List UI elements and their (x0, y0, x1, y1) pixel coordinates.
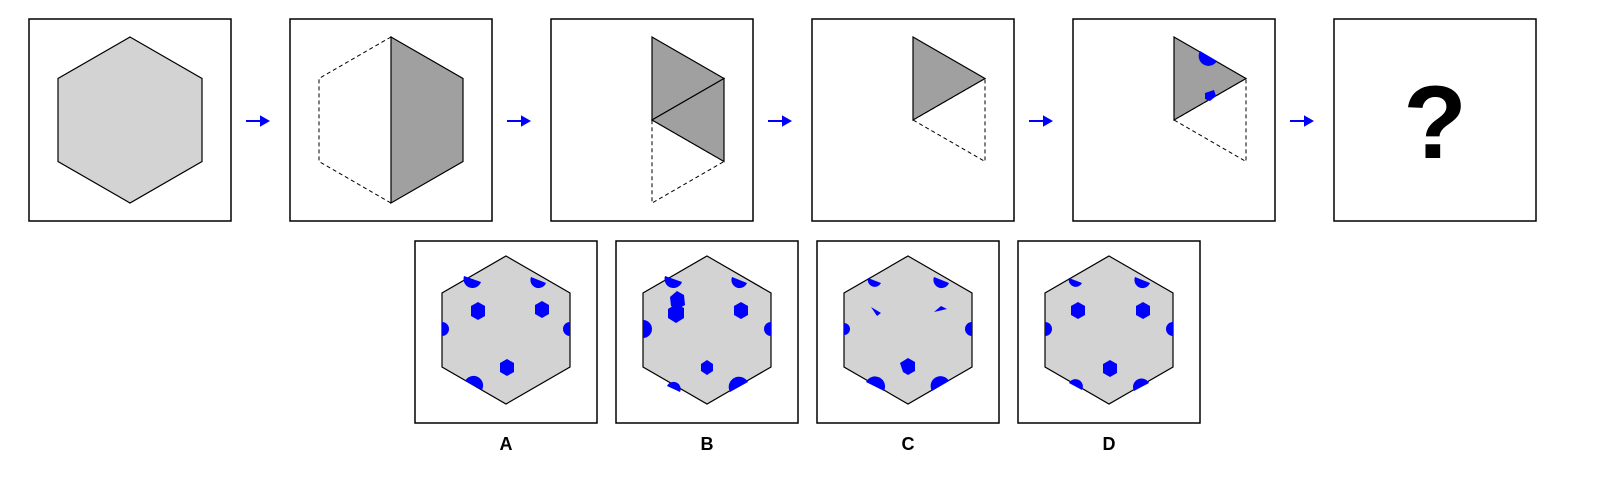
option-b-hole-top-left (664, 276, 682, 289)
option-d-hole-hex-bottom (1103, 360, 1117, 377)
option-b-hole-hex-upper (670, 291, 685, 309)
folded-triangle (912, 35, 987, 122)
option-c-label[interactable]: C (902, 434, 915, 454)
option-b-hole-left (643, 320, 652, 338)
option-b-hole-bottom-left (667, 381, 681, 392)
folded-middle-triangle (650, 77, 725, 163)
option-d-hole-right (1166, 322, 1173, 336)
option-a-hexagon (441, 255, 571, 405)
option-d-hole-bottom-right (1133, 378, 1149, 391)
arrow-2 (507, 115, 532, 127)
option-d-hole-hex-right (1136, 302, 1150, 319)
arrow-1 (246, 115, 271, 127)
option-a-hole-top-right (530, 277, 546, 289)
option-a-hole-left (442, 322, 449, 336)
option-d-hole-hex-left (1071, 302, 1085, 319)
option-c-hole-bottom-left (866, 376, 886, 391)
option-b-hole-hex-right (734, 302, 748, 319)
option-d-hexagon (1044, 255, 1174, 405)
step-5-panel (1072, 18, 1276, 222)
option-c-hexagon (843, 255, 973, 405)
option-d-hole-top-right (1134, 277, 1150, 289)
hole-small-hexagon (1205, 90, 1216, 101)
option-c-hole-top-left (867, 278, 881, 287)
option-d-label[interactable]: D (1103, 434, 1116, 454)
option-c-hole-right (965, 322, 972, 336)
arrow-3 (768, 115, 793, 127)
unfolded-ghost-bottom (651, 119, 726, 204)
option-b-hole-top-right (731, 277, 747, 289)
question-mark: ? (1403, 65, 1467, 181)
option-a-hole-hex-left (471, 302, 485, 320)
option-b[interactable] (615, 240, 799, 424)
option-c-hole-hex-bottom (900, 358, 915, 375)
answer-panel: ? (1333, 18, 1537, 222)
step-3-panel (550, 18, 754, 222)
option-d-hole-left (1045, 322, 1052, 336)
option-c-hole-top-right (933, 277, 949, 289)
option-a-hole-top-left (463, 276, 481, 289)
option-b-hole-hex-bottom (701, 360, 713, 375)
hole-edge-semicircle (1198, 51, 1217, 66)
option-a-hole-right (563, 322, 570, 336)
option-d-hole-top-left (1068, 278, 1082, 287)
option-a-hole-bottom-left (465, 375, 484, 390)
option-a[interactable] (414, 240, 598, 424)
option-d[interactable] (1017, 240, 1201, 424)
option-c-hole-fragment-left (871, 307, 881, 316)
option-c-hole-left (844, 323, 850, 335)
step-2-panel (289, 18, 493, 222)
option-b-hole-hex-lower (668, 304, 684, 323)
option-a-hole-hex-bottom (500, 359, 514, 376)
unfolded-ghost-lower-triangle (911, 77, 986, 163)
option-c[interactable] (816, 240, 1000, 424)
full-hexagon (57, 36, 203, 204)
folded-right-half (390, 35, 464, 205)
option-c-hole-fragment-right (934, 306, 947, 312)
option-b-label[interactable]: B (701, 434, 714, 454)
option-d-hole-bottom-left (1069, 379, 1083, 390)
step-1-panel (28, 18, 232, 222)
option-b-hole-right (764, 322, 771, 336)
arrow-4 (1029, 115, 1054, 127)
unfolded-ghost-lower-triangle (1172, 77, 1247, 163)
arrow-5 (1290, 115, 1315, 127)
option-a-label[interactable]: A (500, 434, 513, 454)
option-b-hole-bottom-right (728, 376, 748, 392)
answer-frame (1333, 18, 1537, 222)
step-4-panel (811, 18, 1015, 222)
option-c-hole-bottom-right (930, 376, 949, 391)
option-a-hole-hex-right (535, 301, 549, 318)
